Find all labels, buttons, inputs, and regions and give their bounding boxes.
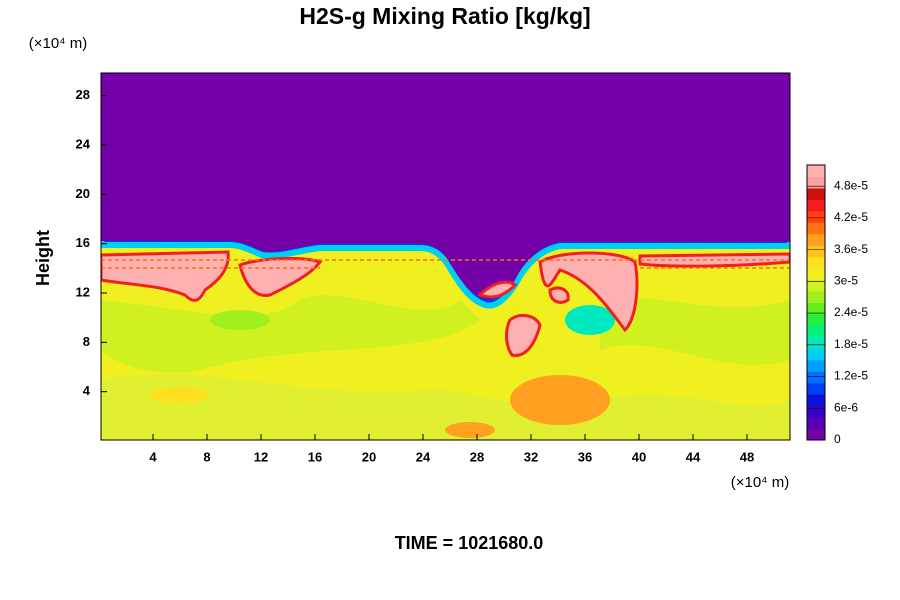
y-unit: (×10⁴ m) <box>29 35 88 52</box>
colorbar-tick-label: 0 <box>834 432 841 446</box>
field-region <box>101 259 790 269</box>
colorbar-tick-label: 3e-5 <box>834 274 858 288</box>
x-tick-label: 44 <box>686 449 701 464</box>
colorbar-tick-label: 3.6e-5 <box>834 242 868 256</box>
colorbar-swatch <box>807 245 825 258</box>
field-region <box>548 286 570 304</box>
colorbar-tick-label: 1.2e-5 <box>834 369 868 383</box>
colorbar-swatch <box>807 268 825 281</box>
colorbar-swatch <box>807 256 825 269</box>
colorbar-swatch <box>807 417 825 430</box>
colorbar-swatch <box>807 428 825 441</box>
colorbar-swatch <box>807 210 825 223</box>
colorbar-swatch <box>807 336 825 349</box>
field-region <box>600 297 790 365</box>
footer: TIME = 1021680.0 <box>395 533 544 553</box>
y-axis-label: Height <box>33 230 53 286</box>
x-tick-label: 4 <box>149 449 157 464</box>
field-region <box>101 73 790 300</box>
colorbar-tick-label: 2.4e-5 <box>834 305 868 319</box>
x-tick-label: 24 <box>416 449 431 464</box>
x-tick-label: 16 <box>308 449 322 464</box>
field-region <box>505 313 542 357</box>
x-unit: (×10⁴ m) <box>731 474 790 491</box>
colorbar-swatch <box>807 382 825 395</box>
field-region <box>101 295 480 373</box>
field-region <box>565 305 615 335</box>
colorbar-swatch <box>807 176 825 189</box>
field <box>101 73 790 440</box>
colorbar-tick-label: 1.8e-5 <box>834 337 868 351</box>
colorbar-swatch <box>807 199 825 212</box>
field-region <box>101 250 230 302</box>
field-region <box>150 387 210 403</box>
y-tick-label: 16 <box>76 235 90 250</box>
x-tick-label: 40 <box>632 449 646 464</box>
x-tick-label: 8 <box>203 449 210 464</box>
colorbar-swatch <box>807 371 825 384</box>
chart-title: H2S-g Mixing Ratio [kg/kg] <box>299 3 590 29</box>
field-region <box>477 280 518 299</box>
colorbar-swatch <box>807 222 825 235</box>
x-tick-label: 32 <box>524 449 538 464</box>
x-tick-label: 12 <box>254 449 268 464</box>
x-tick-label: 20 <box>362 449 376 464</box>
field-region <box>210 310 270 330</box>
colorbar-swatch <box>807 394 825 407</box>
colorbar-swatch <box>807 405 825 418</box>
field-region <box>101 374 790 440</box>
y-tick-label: 28 <box>76 87 90 102</box>
colorbar-tick-label: 6e-6 <box>834 400 858 414</box>
colorbar-swatch <box>807 165 825 177</box>
y-tick-label: 8 <box>83 334 90 349</box>
colorbar-swatch <box>807 359 825 372</box>
x-tick-label: 36 <box>578 449 592 464</box>
field-region <box>538 251 639 333</box>
colorbar-swatch <box>807 348 825 361</box>
y-tick-label: 24 <box>76 136 91 151</box>
colorbar-swatch <box>807 313 825 326</box>
y-tick-label: 20 <box>76 186 90 201</box>
field-region <box>445 422 495 438</box>
field-region <box>510 375 610 425</box>
colorbar-tick-label: 4.2e-5 <box>834 210 868 224</box>
x-tick-label: 28 <box>470 449 484 464</box>
colorbar-swatch <box>807 302 825 315</box>
colorbar-swatch <box>807 279 825 292</box>
colorbar-swatch <box>807 325 825 338</box>
colorbar-swatch <box>807 233 825 246</box>
colorbar-tick-label: 4.8e-5 <box>834 178 868 192</box>
plot-frame <box>100 72 791 441</box>
x-tick-label: 48 <box>740 449 754 464</box>
y-tick-label: 4 <box>83 383 91 398</box>
colorbar-swatch <box>807 291 825 303</box>
colorbar-swatch <box>807 187 825 200</box>
y-tick-label: 12 <box>76 284 90 299</box>
